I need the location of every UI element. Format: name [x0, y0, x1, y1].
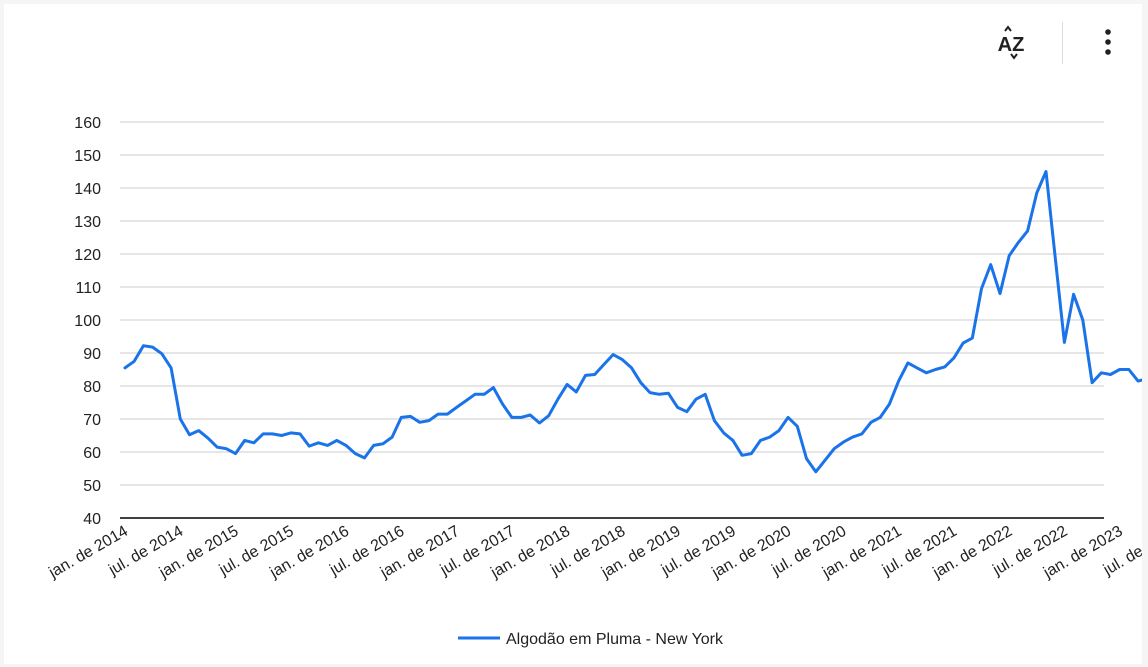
- y-tick-label: 50: [83, 478, 101, 495]
- y-tick-label: 150: [74, 148, 101, 165]
- sort-az-label: AZ: [998, 34, 1025, 56]
- legend-label: Algodão em Pluma - New York: [506, 631, 724, 648]
- y-tick-label: 90: [83, 346, 101, 363]
- y-tick-label: 40: [83, 511, 101, 528]
- legend[interactable]: Algodão em Pluma - New York: [458, 631, 724, 648]
- more-vert-icon[interactable]: [1092, 22, 1124, 62]
- y-tick-label: 120: [74, 247, 101, 264]
- y-axis-ticks: 40 50 60 70 80 90 100 110 120 130 140 150 160: [74, 115, 101, 528]
- y-tick-label: 70: [83, 412, 101, 429]
- y-tick-label: 60: [83, 445, 101, 462]
- series-line-algodao: [123, 170, 1142, 474]
- toolbar-divider: [1062, 22, 1063, 64]
- y-tick-label: 160: [74, 115, 101, 132]
- y-tick-label: 110: [75, 280, 101, 297]
- chart-card: AZ 40 50 60 70 80 90 100 110 120 130 140 150 160 jan…: [4, 4, 1142, 664]
- series-group: [123, 170, 1142, 474]
- y-tick-label: 80: [83, 379, 101, 396]
- y-tick-label: 130: [74, 214, 101, 231]
- grid-lines: [120, 121, 1104, 519]
- y-tick-label: 100: [74, 313, 101, 330]
- y-tick-label: 140: [74, 181, 101, 198]
- sort-az-icon[interactable]: AZ: [989, 22, 1033, 62]
- sort-az-glyph: AZ: [998, 25, 1025, 60]
- line-chart: 40 50 60 70 80 90 100 110 120 130 140 150 160 jan. d…: [45, 115, 1142, 648]
